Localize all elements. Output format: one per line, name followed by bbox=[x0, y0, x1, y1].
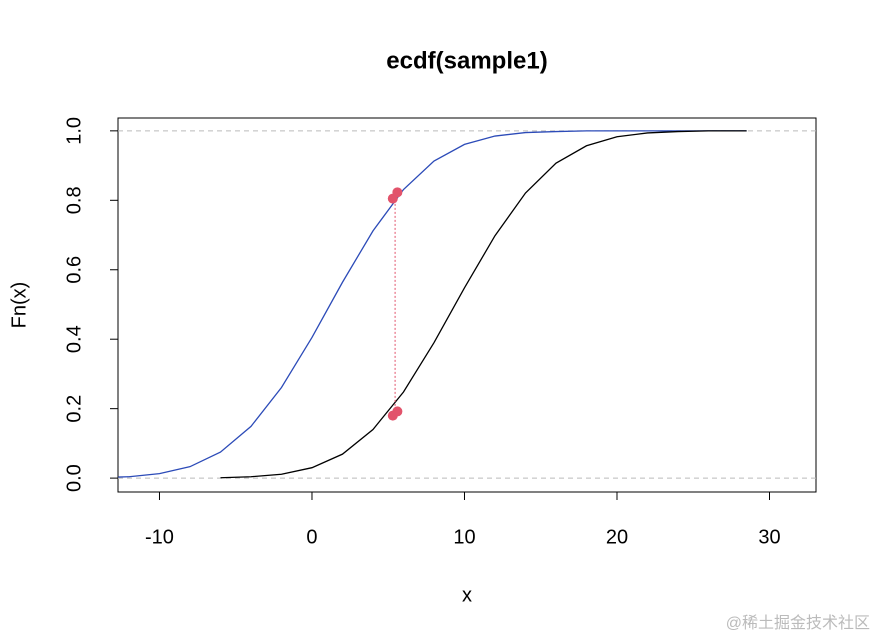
point bbox=[392, 406, 403, 417]
x-tick-label: 0 bbox=[306, 526, 317, 548]
y-tick-label: 0.6 bbox=[63, 256, 85, 284]
x-tick-label: 10 bbox=[453, 526, 475, 548]
ecdf-line bbox=[220, 130, 747, 479]
watermark: @稀土掘金技术社区 bbox=[726, 614, 870, 632]
plot-frame bbox=[117, 117, 817, 493]
x-tick-label: 30 bbox=[758, 526, 780, 548]
y-axis-label: Fn(x) bbox=[8, 282, 30, 329]
y-tick-label: 0.0 bbox=[63, 464, 85, 492]
chart-title: ecdf(sample1) bbox=[386, 47, 547, 74]
y-tick-label: 0.8 bbox=[63, 186, 85, 214]
x-axis-label: x bbox=[462, 584, 472, 606]
ecdf-line bbox=[118, 130, 747, 478]
x-tick-label: -10 bbox=[145, 526, 174, 548]
y-tick-label: 0.2 bbox=[63, 395, 85, 423]
point bbox=[392, 187, 403, 198]
y-tick-label: 1.0 bbox=[63, 117, 85, 145]
y-tick-label: 0.4 bbox=[63, 325, 85, 353]
x-tick-label: 20 bbox=[606, 526, 628, 548]
